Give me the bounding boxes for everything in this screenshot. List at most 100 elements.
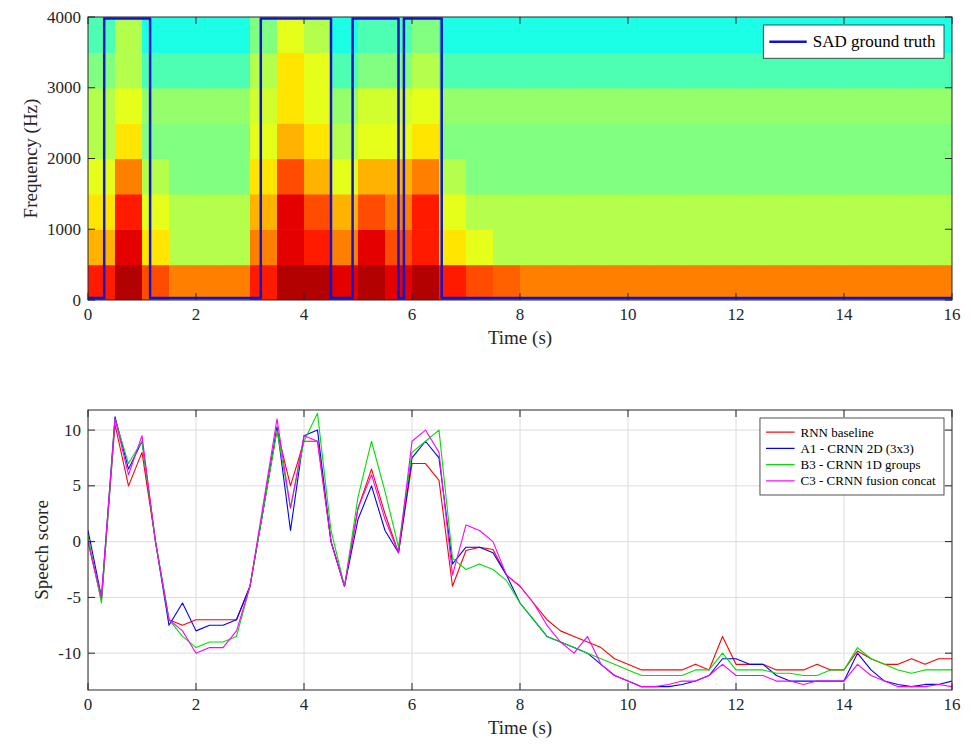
heat-cell (709, 123, 737, 159)
heat-cell (412, 229, 440, 265)
heat-cell (682, 88, 710, 124)
heat-cell (655, 229, 683, 265)
axes-frame (88, 410, 952, 690)
x-tick (952, 293, 953, 300)
y-tick-label: 1000 (47, 220, 81, 239)
legend-label: B3 - CRNN 1D groups (801, 457, 921, 472)
heat-cell (412, 52, 440, 88)
heat-cell (250, 52, 278, 88)
heat-cell (304, 123, 332, 159)
x-tick (304, 17, 305, 24)
heat-cell (547, 123, 575, 159)
x-tick-label: 2 (192, 695, 201, 714)
heat-cell (250, 88, 278, 124)
heat-cell (196, 17, 224, 53)
background (0, 0, 971, 756)
heat-cell (601, 159, 629, 195)
heat-cell (277, 265, 305, 300)
x-tick (520, 17, 521, 24)
heat-cell (790, 123, 818, 159)
heat-cell (304, 52, 332, 88)
y-tick (88, 158, 95, 159)
heat-cell (736, 17, 764, 53)
heat-cell (223, 17, 251, 53)
x-tick (196, 683, 197, 690)
heat-cell (277, 52, 305, 88)
heat-cell (844, 88, 872, 124)
y-tick (945, 541, 952, 542)
grid-line (520, 410, 521, 690)
heat-cell (223, 159, 251, 195)
heat-cell (196, 52, 224, 88)
heat-cell (736, 52, 764, 88)
heat-cell (871, 123, 899, 159)
x-tick (304, 683, 305, 690)
heat-cell (628, 159, 656, 195)
heat-cell (574, 52, 602, 88)
heat-cell (115, 229, 143, 265)
heat-cell (925, 88, 952, 124)
x-tick (844, 17, 845, 24)
heat-cell (682, 194, 710, 230)
heat-cell (601, 17, 629, 53)
heat-cell (304, 88, 332, 124)
panel: 024681012141601000200030004000Time (s)Fr… (20, 8, 961, 349)
heat-cell (358, 159, 386, 195)
heat-cell (169, 123, 197, 159)
heat-cell (88, 52, 116, 88)
heat-cell (655, 265, 683, 300)
x-tick (412, 410, 413, 417)
heat-cell (520, 229, 548, 265)
heat-cell (763, 194, 791, 230)
heat-cell (520, 194, 548, 230)
heat-cell (844, 229, 872, 265)
heat-cell (439, 17, 467, 53)
heat-cell (115, 123, 143, 159)
y-tick (945, 300, 952, 301)
y-tick (945, 597, 952, 598)
heat-cell (817, 265, 845, 300)
heat-cell (898, 265, 926, 300)
heat-cell (439, 194, 467, 230)
heat-cell (331, 229, 359, 265)
heat-cell (790, 88, 818, 124)
heat-cell (925, 265, 952, 300)
heat-cell (493, 194, 521, 230)
heat-cell (169, 88, 197, 124)
heat-cell (412, 265, 440, 300)
grid-line (304, 410, 305, 690)
x-tick (520, 683, 521, 690)
heat-cell (277, 159, 305, 195)
heat-cell (898, 159, 926, 195)
x-tick-label: 6 (408, 695, 417, 714)
figure: 024681012141601000200030004000Time (s)Fr… (0, 0, 971, 756)
heat-cell (844, 194, 872, 230)
heat-cell (790, 229, 818, 265)
x-tick (844, 293, 845, 300)
heat-cell (88, 88, 116, 124)
legend: RNN baselineA1 - CRNN 2D (3x3)B3 - CRNN … (760, 418, 944, 495)
heat-cell (115, 194, 143, 230)
heat-cell (655, 52, 683, 88)
heat-cell (169, 17, 197, 53)
heat-cell (250, 159, 278, 195)
heat-cell (817, 229, 845, 265)
x-tick (196, 410, 197, 417)
heat-cell (88, 159, 116, 195)
x-tick-label: 0 (84, 305, 93, 324)
plot-area (88, 410, 952, 690)
heat-cell (223, 265, 251, 300)
x-tick-label: 10 (620, 305, 637, 324)
heat-cell (871, 229, 899, 265)
plot-area (88, 17, 952, 300)
heat-cell (574, 159, 602, 195)
x-tick-label: 8 (516, 695, 525, 714)
x-tick-label: 12 (728, 305, 745, 324)
y-tick (88, 653, 95, 654)
heat-cell (331, 265, 359, 300)
heat-cell (763, 123, 791, 159)
heat-cell (142, 159, 170, 195)
heat-cell (466, 194, 494, 230)
y-tick (945, 485, 952, 486)
heat-cell (412, 194, 440, 230)
